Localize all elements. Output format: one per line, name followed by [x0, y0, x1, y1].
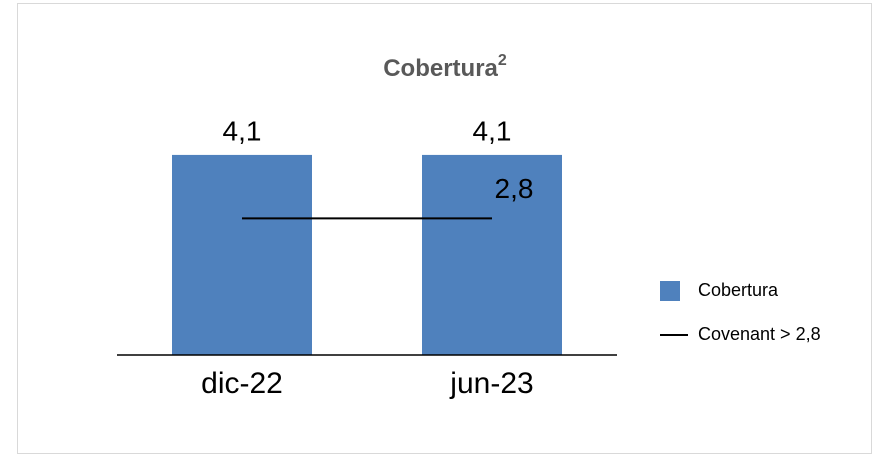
legend-label: Covenant > 2,8 [698, 324, 821, 344]
bar [422, 154, 562, 355]
data-label: 4,1 [223, 115, 262, 146]
legend-swatch [660, 281, 680, 301]
chart-title: Cobertura2 [383, 52, 507, 82]
data-label: 2,8 [495, 173, 534, 204]
x-tick-label: dic-22 [201, 367, 283, 400]
x-tick-label: jun-23 [449, 367, 533, 400]
legend-label: Cobertura [698, 280, 779, 300]
data-label: 4,1 [473, 115, 512, 146]
bar [172, 154, 312, 355]
